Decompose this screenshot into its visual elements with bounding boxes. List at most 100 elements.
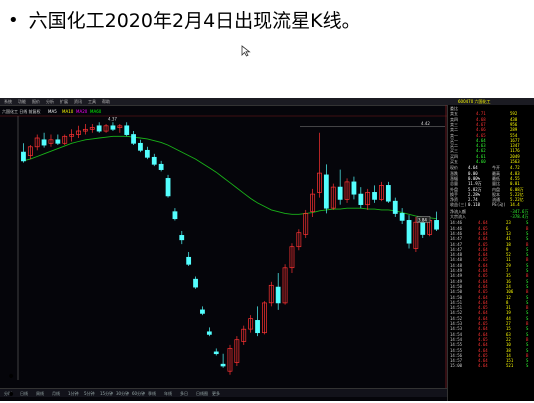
order-book-row: 买四 4.61 2049	[450, 153, 520, 159]
candle-body	[172, 211, 178, 220]
candle-body	[303, 213, 309, 235]
candle-body	[227, 348, 233, 372]
order-book-row: 买二 4.63 1347	[450, 143, 520, 149]
candle-body	[62, 135, 68, 144]
candle-body	[34, 137, 40, 148]
candlestick-chart[interactable]: 六国化工 日线 前复权 MA5 MA10 MA20 MA60 4.42 4.37 3.84	[0, 105, 447, 388]
candle-body	[110, 125, 116, 130]
order-book-row: 委比	[450, 106, 458, 111]
candle-body	[255, 320, 260, 334]
candle-body	[27, 146, 33, 156]
tick-row: 14:54 4.65 22 B	[450, 336, 529, 342]
candle-body	[420, 221, 426, 235]
candle-body	[392, 200, 398, 214]
period-tab[interactable]: 周线	[36, 391, 44, 396]
candle-body	[206, 331, 212, 335]
candle-body	[317, 172, 322, 193]
fund-flow-row: 大宗流入 -378.4万	[450, 214, 529, 219]
period-tab[interactable]: 1分钟	[68, 391, 79, 396]
tick-row: 14:50 4.64 24 S	[450, 283, 529, 289]
tick-row: 14:56 4.65 14 B	[450, 352, 529, 358]
candle-body	[144, 149, 150, 158]
tick-row: 14:50 4.64 12 S	[450, 294, 529, 300]
tick-row: 14:48 4.64 52 S	[450, 252, 529, 258]
tick-row: 14:47 4.64 9 S	[450, 246, 529, 252]
quote-stat-row: 换手 2.28% 股本 5.22亿	[450, 191, 524, 197]
candle-body	[96, 125, 102, 132]
candle-body	[186, 256, 192, 265]
menu-item[interactable]: 功能	[18, 99, 26, 104]
period-tab[interactable]: 60分钟	[132, 391, 146, 396]
tick-row: 14:51 4.65 31 B	[450, 305, 529, 311]
candle-body	[365, 192, 371, 206]
quote-stat-row: 涨跌 0.00 最高 4.83	[450, 170, 520, 176]
candle-body	[268, 284, 274, 304]
order-book-row: 卖二 4.66 289	[450, 127, 518, 133]
menu-item[interactable]: 帮助	[102, 99, 110, 104]
period-tab[interactable]: 月线	[52, 391, 60, 396]
candle-body	[406, 220, 412, 244]
tick-row: 14:53 4.65 27 B	[450, 321, 529, 326]
order-book-row: 买三 4.62 1176	[450, 148, 520, 154]
menu-item[interactable]: 扩展	[60, 99, 68, 104]
tick-row: 14:46 4.64 23 S	[450, 220, 529, 226]
indicator-label: MA5	[48, 109, 57, 114]
menu-item[interactable]: 系统	[4, 99, 12, 104]
candle-body	[282, 267, 288, 304]
candle-body	[337, 186, 343, 200]
tick-row: 14:52 4.64 19 S	[450, 310, 529, 316]
period-tab[interactable]: 日线图	[196, 391, 208, 396]
order-book-row: 卖五 4.71 592	[450, 111, 518, 117]
candle-body	[124, 125, 130, 135]
menu-item[interactable]: 资讯	[74, 99, 82, 104]
menu-item[interactable]: 报价	[32, 99, 40, 104]
candle-body	[413, 221, 419, 249]
tick-row: 14:46 4.65 6 B	[450, 225, 529, 231]
candle-body	[241, 328, 247, 342]
slide-title-row: • 六国化工2020年2月4日出现流星K线。	[8, 6, 528, 36]
period-tab[interactable]: 15分钟	[100, 391, 114, 396]
quote-side-panel: 委比 卖五 4.71 592 卖四 4.68 438 卖三 4.67 956 卖二 4.66 289 卖一…	[447, 105, 534, 401]
period-tab[interactable]: 30分钟	[116, 391, 130, 396]
candle-body	[117, 125, 123, 128]
quote-stat-row: 总量 11.9万 量比 0.81	[450, 181, 520, 187]
tick-row: 15:00 4.64 521 S	[450, 363, 529, 369]
fund-flow-row: 净流入额 -347.6万	[450, 208, 529, 214]
price-box-label: 3.84	[418, 217, 427, 222]
stock-terminal-screenshot: 系统 功能 报价 分析 扩展 资讯 工具 帮助 600470 六国化工 六国化工 日线 前复权 M…	[0, 98, 534, 401]
tick-row: 14:46 4.64 13 S	[450, 230, 529, 236]
candle-body	[344, 181, 350, 200]
period-tab[interactable]: 年线	[164, 391, 172, 396]
title-bullet: •	[8, 10, 19, 31]
period-tab[interactable]: 日线	[20, 391, 28, 396]
candle-body	[131, 134, 136, 144]
order-book-row: 卖三 4.67 956	[450, 121, 518, 127]
candle-body	[69, 134, 75, 137]
order-book-row: 买一 4.64 1677	[450, 137, 520, 143]
candle-body	[275, 286, 281, 304]
period-tab[interactable]: 季线	[148, 391, 156, 396]
candle-body	[21, 151, 26, 162]
candle-body	[200, 309, 205, 314]
indicator-label: MA20	[76, 109, 88, 114]
stock-code-label: 600470 六国化工	[458, 99, 491, 104]
candle-body	[89, 127, 95, 130]
period-tab[interactable]: 更多	[212, 391, 220, 396]
tick-row: 14:53 4.64 15 S	[450, 326, 529, 332]
tick-row: 14:52 4.64 44 S	[450, 315, 529, 321]
chart-header: 六国化工 日线 前复权	[2, 108, 41, 114]
tick-row: 14:48 4.65 11 B	[450, 257, 529, 263]
menu-item[interactable]: 分析	[46, 99, 54, 104]
period-tab[interactable]: 分时	[4, 391, 12, 396]
high-price-label: 4.42	[421, 121, 430, 126]
tick-row: 14:54 4.64 63 S	[450, 331, 529, 337]
candle-body	[289, 246, 295, 269]
candle-body	[262, 302, 267, 334]
period-tab[interactable]: 多日	[180, 391, 188, 396]
tick-row: 14:49 4.64 7 S	[450, 268, 529, 273]
menu-item[interactable]: 工具	[88, 99, 96, 104]
candle-body	[179, 235, 185, 241]
candle-body	[103, 125, 109, 132]
period-tab-bar: 分时 日线 周线 月线 1分钟 5分钟 15分钟 30分钟 60分钟 季线 年线 多日 日线图 更多	[0, 388, 447, 397]
period-tab[interactable]: 5分钟	[84, 391, 95, 396]
